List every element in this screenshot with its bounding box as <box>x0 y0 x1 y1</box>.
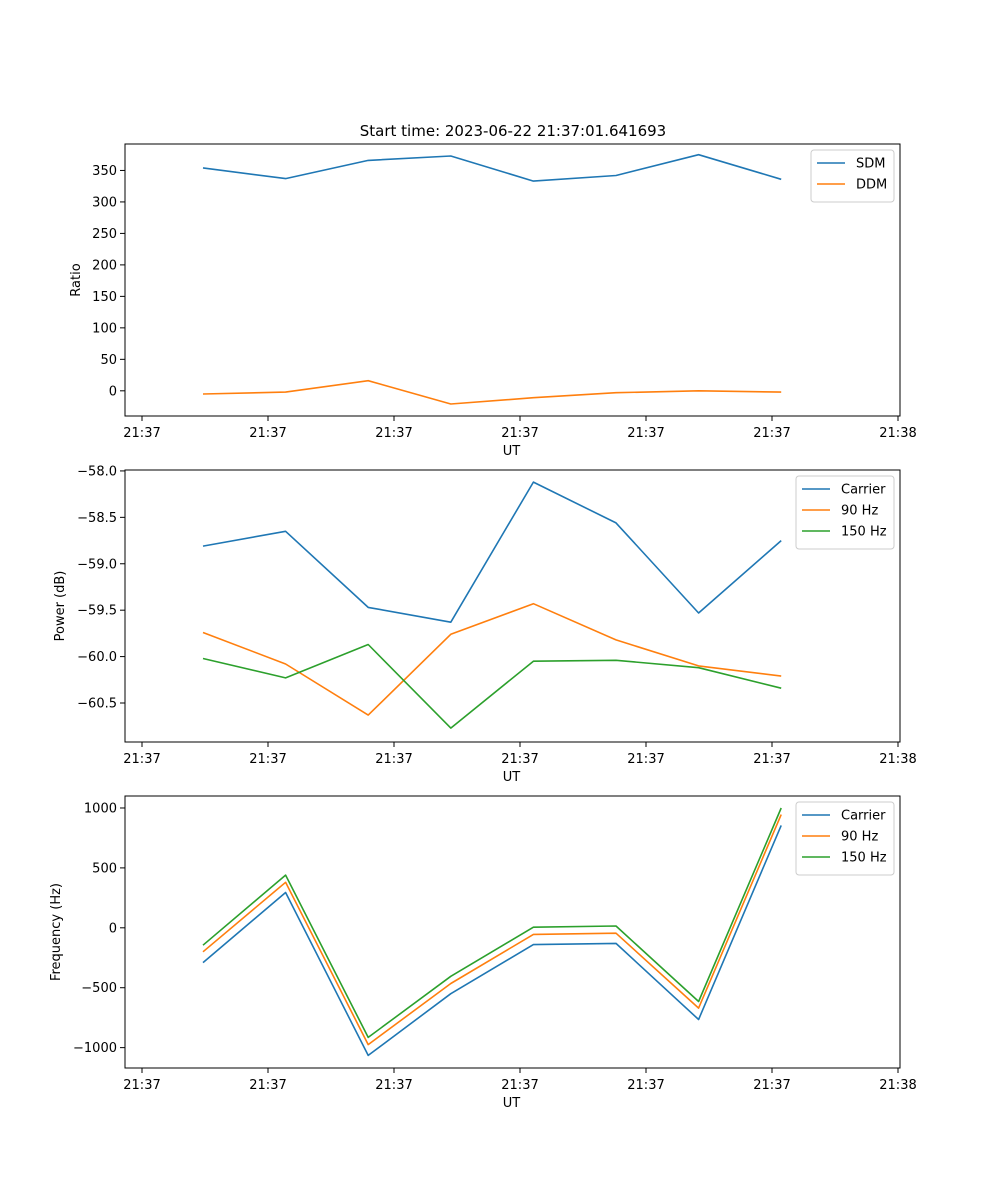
legend: Carrier 90 Hz 150 Hz <box>795 801 895 876</box>
x-tick-label: 21:37 <box>753 752 790 767</box>
axes-frame <box>124 143 901 417</box>
legend: SDM DDM <box>810 149 895 203</box>
legend-entry-label: 150 Hz <box>841 851 887 866</box>
x-tick-label: 21:37 <box>375 426 412 441</box>
x-tick-label: 21:37 <box>249 1078 286 1093</box>
x-tick-label: 21:37 <box>753 426 790 441</box>
axes-frame <box>124 469 901 743</box>
x-tick-label: 21:37 <box>753 1078 790 1093</box>
series-line-90-hz <box>202 602 782 716</box>
y-tick-label: 100 <box>92 321 117 336</box>
figure-title: Start time: 2023-06-22 21:37:01.641693 <box>360 122 666 140</box>
x-tick-label: 21:38 <box>879 426 916 441</box>
panel-2: 21:37 21:37 21:37 21:37 21:37 21:37 21:38 −58.0… <box>53 464 917 785</box>
series-line-150-hz <box>202 807 782 1039</box>
y-tick-label: −59.5 <box>77 604 117 619</box>
y-tick-label: 150 <box>92 290 117 305</box>
y-tick-label: −58.5 <box>77 511 117 526</box>
series-line-150-hz <box>202 643 782 729</box>
x-tick-label: 21:37 <box>627 752 664 767</box>
legend-entry-label: DDM <box>856 178 887 193</box>
x-axis-label: UT <box>503 770 521 785</box>
x-tick-label: 21:37 <box>627 426 664 441</box>
y-axis-label: Frequency (Hz) <box>49 883 64 981</box>
x-tick-label: 21:37 <box>123 752 160 767</box>
x-tick-label: 21:37 <box>249 752 286 767</box>
y-tick-label: 200 <box>92 258 117 273</box>
panel-1: 21:37 21:37 21:37 21:37 21:37 21:37 21:38 0 50 10… <box>69 143 917 459</box>
series-line-ddm <box>202 379 782 405</box>
y-tick-label: 500 <box>92 861 117 876</box>
series-line-sdm <box>202 153 782 182</box>
x-tick-label: 21:37 <box>249 426 286 441</box>
y-tick-label: −59.0 <box>77 557 117 572</box>
axes-frame <box>124 795 901 1069</box>
x-tick-label: 21:38 <box>879 1078 916 1093</box>
legend-entry-label: Carrier <box>841 809 886 824</box>
x-tick-label: 21:37 <box>123 1078 160 1093</box>
y-tick-label: 50 <box>100 353 117 368</box>
y-tick-label: 1000 <box>84 801 117 816</box>
x-tick-label: 21:37 <box>375 752 412 767</box>
x-tick-label: 21:37 <box>501 1078 538 1093</box>
series-line-carrier <box>202 481 782 624</box>
x-tick-label: 21:37 <box>627 1078 664 1093</box>
y-tick-label: 0 <box>109 384 117 399</box>
y-tick-label: −500 <box>81 981 117 996</box>
legend-entry-label: SDM <box>856 157 885 172</box>
y-tick-label: 250 <box>92 227 117 242</box>
x-axis-label: UT <box>503 1096 521 1111</box>
y-tick-label: 300 <box>92 195 117 210</box>
y-axis-label: Ratio <box>69 263 84 296</box>
y-tick-label: 350 <box>92 164 117 179</box>
x-tick-label: 21:37 <box>501 426 538 441</box>
panel-3: 21:37 21:37 21:37 21:37 21:37 21:37 21:38 1000 5… <box>49 795 917 1111</box>
y-tick-label: −58.0 <box>77 464 117 479</box>
legend-entry-label: 90 Hz <box>841 830 878 845</box>
legend-entry-label: Carrier <box>841 483 886 498</box>
y-axis-label: Power (dB) <box>53 571 68 642</box>
y-tick-label: 0 <box>109 921 117 936</box>
y-tick-label: −1000 <box>73 1041 117 1056</box>
x-tick-label: 21:38 <box>879 752 916 767</box>
legend: Carrier 90 Hz 150 Hz <box>795 475 895 550</box>
series-line-carrier <box>202 825 782 1057</box>
x-axis-label: UT <box>503 444 521 459</box>
y-tick-label: −60.0 <box>77 650 117 665</box>
x-tick-label: 21:37 <box>123 426 160 441</box>
x-tick-label: 21:37 <box>375 1078 412 1093</box>
legend-entry-label: 150 Hz <box>841 525 887 540</box>
series-line-90-hz <box>202 814 782 1046</box>
legend-entry-label: 90 Hz <box>841 504 878 519</box>
y-tick-label: −60.5 <box>77 697 117 712</box>
x-tick-label: 21:37 <box>501 752 538 767</box>
